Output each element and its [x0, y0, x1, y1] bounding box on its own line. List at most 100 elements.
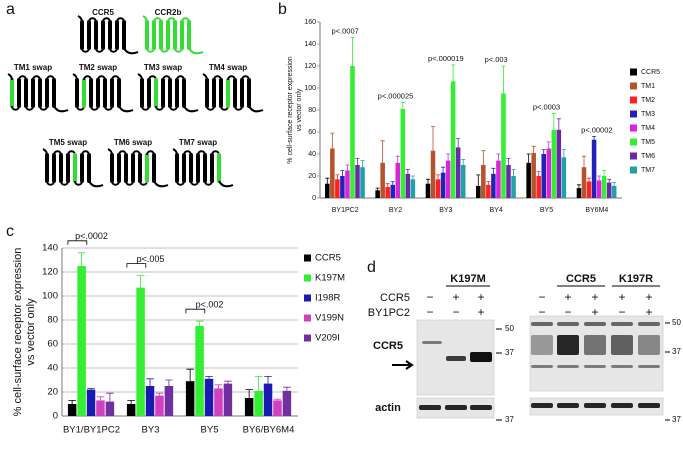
band [531, 365, 553, 368]
band [557, 322, 579, 326]
annotation: p<.003 [485, 55, 508, 64]
error-bar [541, 149, 546, 154]
n-term [172, 148, 178, 156]
annotation: p<.0003 [533, 102, 560, 111]
bar [375, 190, 380, 198]
bar [496, 160, 501, 198]
bar [325, 183, 330, 198]
sign: + [645, 290, 652, 304]
sign: − [426, 290, 433, 304]
bar [350, 66, 355, 198]
blot-header: K197R [619, 273, 653, 285]
x-tick-label: BY3 [439, 207, 452, 214]
row-label: CCR5 [380, 292, 410, 304]
x-tick-label: BY1PC2 [332, 207, 359, 214]
c-term [188, 47, 204, 55]
bar [380, 162, 385, 198]
n-term [137, 73, 143, 81]
bracket [67, 240, 88, 245]
band [446, 356, 466, 361]
band [557, 403, 579, 408]
error-bar [496, 153, 501, 161]
c-term [123, 47, 139, 55]
bar [340, 176, 345, 198]
legend-label: CCR5 [315, 253, 341, 264]
y-tick-label: 60 [308, 129, 316, 136]
panel-label: c [6, 223, 14, 240]
bar [551, 129, 557, 198]
swap-label: TM5 swap [49, 138, 87, 147]
error-bar [245, 389, 253, 398]
bar [596, 180, 602, 198]
bar [506, 165, 511, 198]
x-tick-label: BY3 [142, 425, 160, 436]
bar [481, 165, 486, 198]
error-bar [602, 170, 607, 176]
error-bar [340, 170, 345, 176]
error-bar [430, 126, 436, 151]
error-bar [576, 184, 581, 189]
error-bar [380, 140, 385, 163]
bar [155, 395, 164, 416]
bar [491, 173, 496, 198]
y-axis-label: vs vector only [296, 88, 303, 131]
band [611, 403, 633, 408]
error-bar [205, 376, 213, 379]
legend-swatch [630, 82, 637, 90]
legend-swatch [304, 274, 311, 282]
n-term [202, 73, 208, 81]
legend-label: TM3 [641, 111, 655, 118]
bar [105, 401, 115, 416]
bar [355, 165, 360, 198]
x-tick-label: BY5 [540, 207, 553, 214]
error-bar [506, 158, 511, 165]
panel-label: a [6, 1, 15, 18]
bar [390, 184, 395, 198]
error-bar [551, 112, 556, 130]
legend-label: TM1 [641, 83, 655, 90]
error-bar [360, 160, 365, 168]
y-tick-label: 20 [308, 173, 316, 180]
band [531, 403, 553, 408]
bar [536, 176, 541, 198]
y-tick-label: 120 [304, 63, 316, 70]
sign: + [591, 305, 598, 319]
bar [395, 162, 401, 198]
blot-label: CCR5 [373, 340, 403, 352]
error-bar [556, 118, 561, 130]
bar [223, 383, 233, 416]
error-bar [461, 159, 466, 165]
error-bar [77, 252, 86, 266]
marker-label: 37 [505, 348, 514, 357]
n-term [77, 15, 83, 23]
y-axis-label: % cell-surface receptor expression [12, 248, 24, 417]
bar [96, 400, 105, 416]
legend-label: K197M [315, 273, 345, 284]
sign: − [452, 305, 459, 319]
bar [576, 188, 582, 198]
annotation: p<.00002 [581, 125, 613, 134]
y-axis-label: vs vector only [25, 298, 37, 366]
y-tick-label: 160 [304, 19, 316, 26]
bar [511, 176, 516, 198]
bar [214, 388, 223, 416]
error-bar [390, 181, 395, 185]
error-bar [410, 175, 415, 180]
legend-swatch [304, 294, 311, 302]
bar [282, 390, 292, 416]
y-axis-label: % cell-surface receptor expression [287, 56, 294, 163]
error-bar [587, 177, 592, 182]
n-term [42, 148, 48, 156]
sign: + [477, 305, 484, 319]
bar [345, 170, 350, 198]
y-tick-label: 100 [42, 291, 58, 302]
error-bar [325, 177, 330, 184]
annotation: p<.0007 [332, 26, 359, 35]
bar [425, 183, 431, 198]
error-bar [330, 132, 335, 149]
legend-swatch [630, 68, 637, 76]
bar [254, 390, 263, 416]
marker-label: 37 [672, 415, 681, 424]
n-term [142, 15, 148, 23]
